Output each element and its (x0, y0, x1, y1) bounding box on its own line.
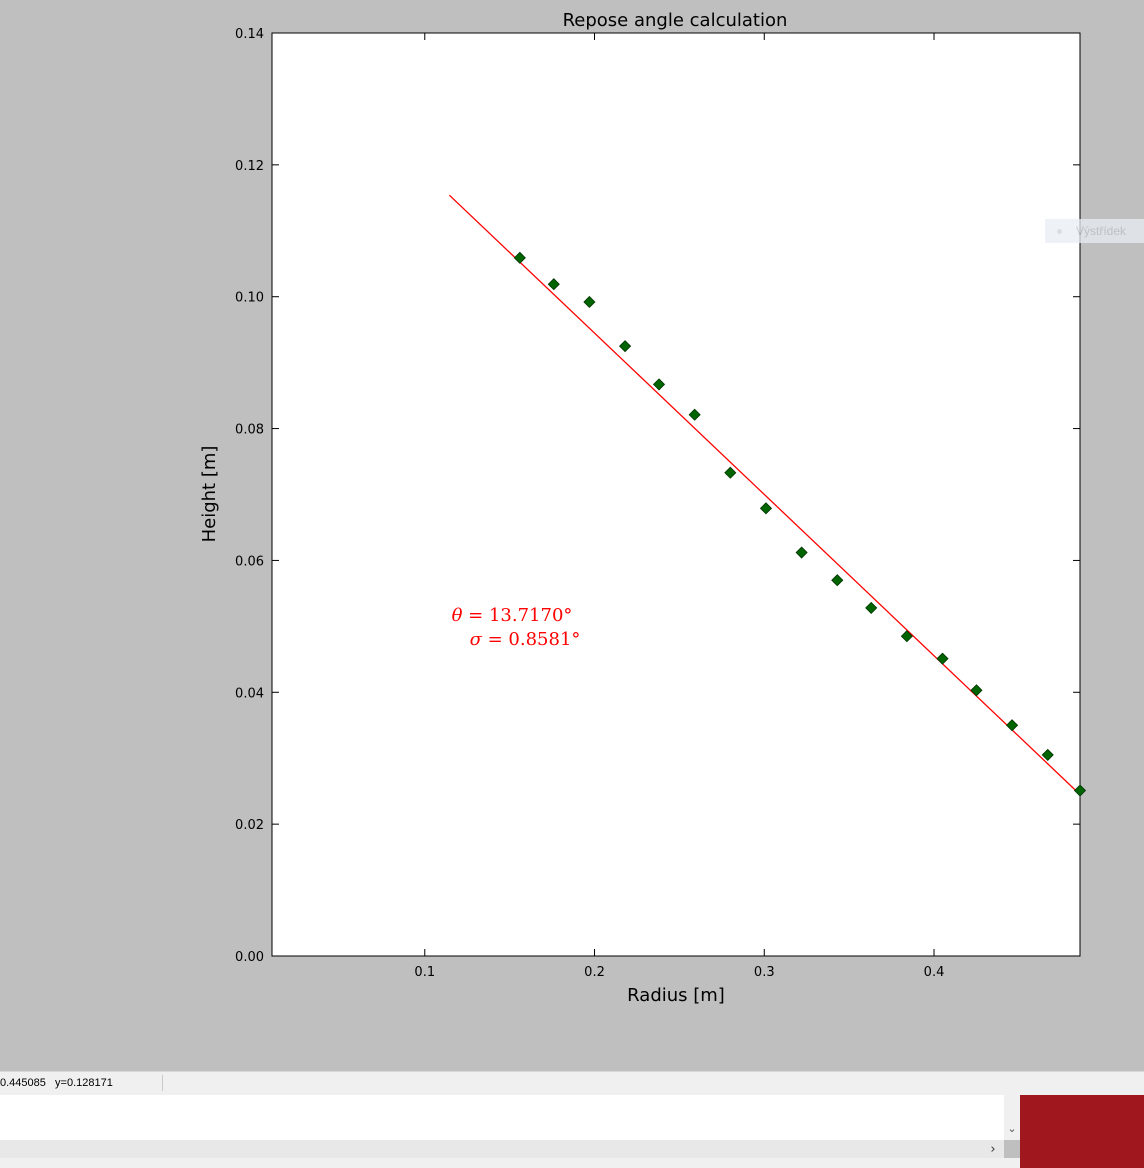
status-divider (162, 1075, 163, 1091)
data-point (583, 295, 596, 309)
data-point (759, 502, 773, 515)
scrollbar-track (1004, 1095, 1020, 1116)
y-tick-label: 0.08 (235, 423, 264, 438)
data-point (865, 601, 878, 614)
theta-annotation: θ = 13.7170° (452, 605, 573, 626)
data-point (1006, 719, 1019, 732)
y-axis-label: Height [m] (199, 446, 220, 543)
bottom-strip (0, 1158, 1020, 1168)
sigma-value: = 0.8581° (482, 629, 581, 650)
axis-ticks: 0.1 0.2 0.3 0.4 0.00 0.02 0.04 0.06 0.08 0.10 0.12… (235, 27, 1080, 980)
accent-panel (1020, 1095, 1144, 1168)
x-tick-label: 0.2 (584, 965, 605, 980)
legend-label: Výstřídek (1076, 224, 1127, 238)
theta-symbol: θ (452, 605, 463, 626)
data-point (547, 278, 560, 291)
data-point (652, 378, 666, 391)
data-point (1073, 784, 1087, 797)
data-point (970, 684, 983, 697)
plot-area (271, 32, 1081, 957)
data-points (513, 251, 1087, 797)
data-point (619, 340, 632, 353)
x-axis-label: Radius [m] (627, 985, 725, 1006)
horizontal-scrollbar[interactable] (0, 1140, 1004, 1158)
theta-value: = 13.7170° (462, 605, 572, 626)
console-input[interactable] (0, 1095, 1004, 1140)
data-point (936, 652, 949, 665)
scroll-down-icon[interactable]: ⌄ (1004, 1116, 1020, 1140)
x-tick-label: 0.4 (924, 965, 945, 980)
y-tick-label: 0.06 (235, 554, 264, 569)
sigma-symbol: σ (470, 629, 483, 650)
sigma-annotation: σ = 0.8581° (470, 629, 581, 650)
data-point (688, 408, 701, 421)
chart: 0.1 0.2 0.3 0.4 0.00 0.02 0.04 0.06 0.08 0.10 0.12… (199, 10, 1087, 1006)
y-tick-label: 0.12 (235, 159, 264, 174)
ghost-legend: Výstřídek (1045, 219, 1144, 243)
data-point (795, 546, 808, 559)
y-tick-label: 0.02 (235, 818, 264, 833)
x-tick-label: 0.1 (414, 965, 435, 980)
data-point (831, 574, 844, 587)
status-bar: 0.445085 y=0.128171 (0, 1071, 1144, 1095)
y-tick-label: 0.14 (235, 27, 264, 42)
y-tick-label: 0.04 (235, 686, 264, 701)
y-tick-label: 0.10 (235, 291, 264, 306)
data-point (513, 251, 526, 264)
data-point (900, 630, 913, 643)
data-point (724, 466, 737, 479)
y-tick-label: 0.00 (235, 950, 264, 965)
data-point (1041, 748, 1054, 761)
scroll-right-icon[interactable]: › (990, 1141, 996, 1157)
x-tick-label: 0.3 (754, 965, 775, 980)
legend-dot-icon (1057, 228, 1062, 234)
chart-title: Repose angle calculation (563, 10, 788, 31)
cursor-coordinates: 0.445085 y=0.128171 (0, 1077, 113, 1089)
